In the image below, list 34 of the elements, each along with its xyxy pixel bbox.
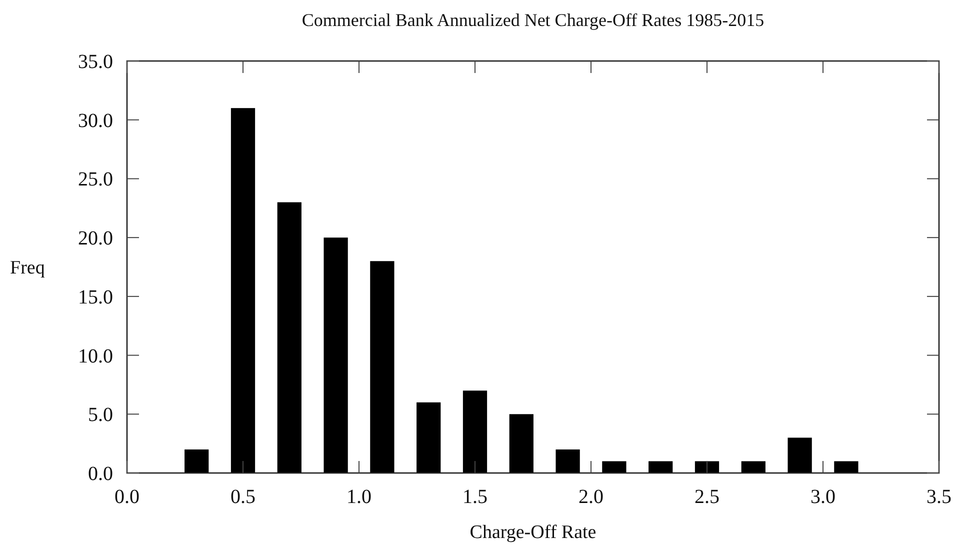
y-tick-label: 30.0 xyxy=(78,110,113,132)
bar xyxy=(834,461,858,473)
bar xyxy=(741,461,766,473)
bar xyxy=(370,261,394,473)
bar xyxy=(230,108,256,473)
bar xyxy=(416,402,441,473)
x-tick-label: 2.0 xyxy=(578,486,604,508)
y-tick-label: 15.0 xyxy=(78,286,113,308)
chart-title: Commercial Bank Annualized Net Charge-Off Rates 1985-2015 xyxy=(302,10,764,30)
bar xyxy=(602,461,626,473)
x-tick-label: 1.5 xyxy=(462,486,488,508)
bar xyxy=(648,461,673,473)
bar xyxy=(324,238,348,473)
bar xyxy=(556,449,580,473)
y-tick-label: 20.0 xyxy=(78,228,113,250)
bar xyxy=(694,461,720,473)
bar xyxy=(184,449,209,473)
bar xyxy=(788,438,812,473)
x-axis-title: Charge-Off Rate xyxy=(470,522,596,543)
x-tick-label: 3.0 xyxy=(810,486,836,508)
x-tick-label: 0.5 xyxy=(230,486,256,508)
y-tick-label: 10.0 xyxy=(78,345,113,368)
y-tick-label: 5.0 xyxy=(88,404,113,426)
y-tick-label: 0.0 xyxy=(88,463,113,485)
bar xyxy=(277,202,302,473)
x-tick-label: 0.0 xyxy=(114,486,140,508)
x-tick-label: 3.5 xyxy=(926,486,952,508)
y-axis-title: Freq xyxy=(10,258,46,279)
bar xyxy=(462,390,488,473)
y-tick-label: 25.0 xyxy=(78,168,113,191)
x-tick-label: 2.5 xyxy=(694,486,720,508)
y-tick-label: 35.0 xyxy=(78,51,113,73)
x-tick-label: 1.0 xyxy=(346,486,372,508)
bar xyxy=(509,414,534,473)
